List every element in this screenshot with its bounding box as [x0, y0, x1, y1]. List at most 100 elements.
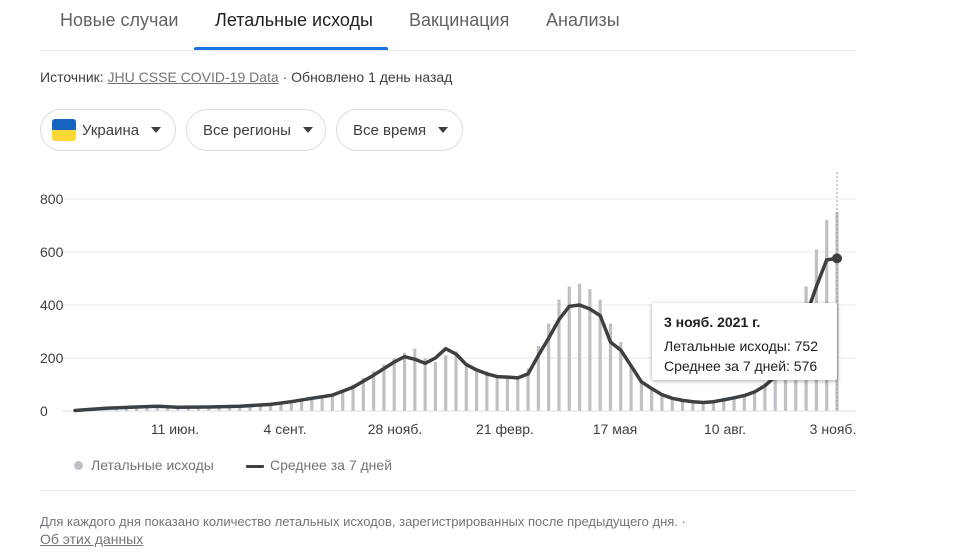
- bar: [783, 350, 788, 411]
- bar: [217, 406, 221, 411]
- bar: [423, 358, 427, 411]
- bar: [619, 342, 623, 411]
- bar: [639, 380, 643, 411]
- bar: [629, 364, 633, 411]
- bar: [258, 404, 262, 411]
- x-tick-label: 4 сент.: [264, 421, 307, 437]
- deaths-chart[interactable]: 0 200 400 600 800 11 июн. 4 сент. 28 нояб. 21 фе…: [0, 160, 968, 450]
- bar: [835, 211, 839, 411]
- bar: [341, 389, 345, 411]
- country-label: Украина: [82, 121, 140, 139]
- y-tick-label: 200: [40, 350, 64, 366]
- bar: [145, 406, 149, 411]
- bar: [711, 401, 716, 411]
- country-filter[interactable]: Украина: [40, 109, 176, 151]
- bar: [753, 391, 757, 411]
- bar: [763, 383, 767, 411]
- bar: [577, 283, 582, 411]
- tab-deaths[interactable]: Летальные исходы: [215, 10, 373, 30]
- x-tick-label: 21 февр.: [476, 421, 534, 437]
- bar: [444, 355, 448, 411]
- x-tick-label: 10 авг.: [704, 421, 746, 437]
- x-tick-label: 28 нояб.: [368, 421, 422, 437]
- region-filter[interactable]: Все регионы: [186, 109, 326, 151]
- bar: [392, 358, 396, 411]
- bar: [650, 388, 654, 411]
- bar: [351, 384, 355, 411]
- bar: [299, 399, 304, 411]
- bar: [670, 399, 674, 411]
- bar: [433, 361, 438, 411]
- bar: [320, 396, 324, 411]
- bar: [413, 348, 417, 411]
- bar: [474, 369, 479, 411]
- bar: [196, 407, 201, 411]
- about-data-link[interactable]: Об этих данных: [40, 531, 144, 547]
- bar: [547, 323, 551, 411]
- source-prefix: Источник:: [40, 69, 104, 85]
- bar: [454, 351, 458, 411]
- bar: [557, 299, 561, 411]
- bar: [773, 369, 777, 411]
- y-tick-label: 0: [40, 403, 48, 419]
- bar: [310, 397, 314, 411]
- bar: [155, 405, 159, 411]
- tab-vaccination[interactable]: Вакцинация: [409, 10, 510, 30]
- bar: [361, 377, 365, 411]
- bar: [279, 402, 283, 411]
- bar: [485, 371, 489, 411]
- average-line: [73, 256, 839, 413]
- period-filter[interactable]: Все время: [336, 109, 463, 151]
- hover-point: [832, 253, 842, 264]
- tab-new-cases[interactable]: Новые случаи: [60, 10, 179, 30]
- bar: [505, 376, 510, 411]
- legend-deaths-dot: [74, 461, 83, 470]
- bar: [207, 406, 211, 411]
- legend-average-line: [246, 465, 264, 468]
- bar: [701, 402, 705, 411]
- chevron-down-icon: [438, 127, 449, 133]
- bar: [732, 397, 736, 411]
- y-tick-label: 400: [40, 297, 64, 313]
- x-tick-label: 11 июн.: [151, 421, 199, 437]
- bar: [608, 323, 613, 411]
- tooltip-deaths: Летальные исходы: 752: [664, 338, 818, 354]
- ukraine-flag-icon: [52, 119, 76, 141]
- bar: [289, 400, 293, 411]
- bar: [135, 406, 139, 411]
- active-tab-indicator: [194, 47, 388, 50]
- period-label: Все время: [353, 121, 427, 139]
- bar: [742, 395, 746, 411]
- bar: [680, 400, 685, 411]
- bar: [330, 393, 335, 411]
- bar: [186, 407, 190, 411]
- bar: [598, 299, 602, 411]
- bar: [722, 400, 726, 411]
- bar: [227, 405, 232, 411]
- x-tick-label: 17 мая: [593, 421, 637, 437]
- tab-bar: Новые случаи Летальные исходы Вакцинация…: [40, 0, 856, 51]
- divider: [40, 490, 856, 491]
- bar: [588, 289, 592, 411]
- legend-deaths-label: Летальные исходы: [91, 457, 214, 473]
- source-line: Источник: JHU CSSE COVID-19 Data · Обнов…: [40, 69, 452, 85]
- y-tick-label: 600: [40, 244, 64, 260]
- bar: [660, 395, 664, 411]
- bar: [269, 403, 273, 411]
- region-label: Все регионы: [203, 121, 291, 139]
- bar: [526, 368, 530, 411]
- bar: [248, 404, 252, 411]
- bar: [238, 405, 242, 411]
- bar: [536, 346, 540, 411]
- tab-tests[interactable]: Анализы: [546, 10, 620, 30]
- bar: [402, 352, 407, 411]
- source-link[interactable]: JHU CSSE COVID-19 Data: [107, 69, 279, 85]
- chevron-down-icon: [151, 127, 162, 133]
- bar: [372, 371, 376, 411]
- tooltip-date: 3 нояб. 2021 г.: [664, 314, 761, 330]
- bar: [516, 377, 520, 411]
- bar: [382, 364, 386, 411]
- bar: [495, 375, 499, 411]
- legend-average-label: Среднее за 7 дней: [270, 457, 393, 473]
- x-tick-label: 3 нояб.: [810, 421, 857, 437]
